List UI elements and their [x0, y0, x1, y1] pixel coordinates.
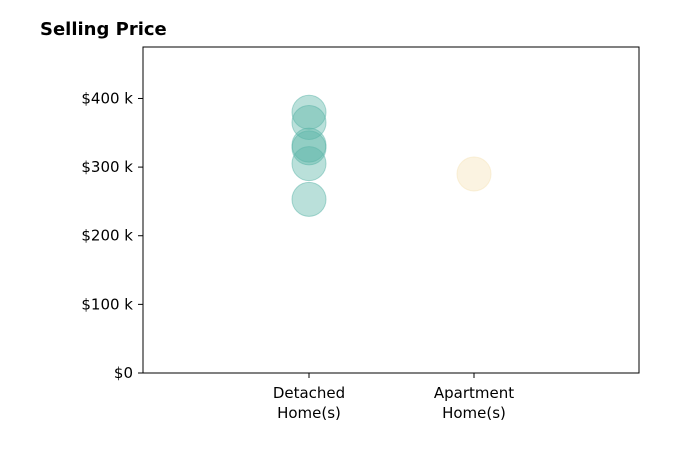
y-tick-label: $100 k [81, 295, 133, 313]
x-tick-label-line: Detached [273, 384, 345, 402]
x-tick-label-line: Home(s) [442, 404, 506, 422]
data-point [291, 181, 327, 217]
data-point [291, 146, 327, 182]
x-tick-label-line: Home(s) [277, 404, 341, 422]
plot-frame [142, 46, 640, 374]
marks-layer [291, 94, 492, 217]
x-tick-label: Apartment Home(s) [434, 384, 514, 422]
y-axis: $0 $100 k $200 k $300 k $400 k [81, 89, 143, 382]
y-tick-label: $0 [114, 364, 133, 382]
x-tick-label-line: Apartment [434, 384, 514, 402]
chart-title: Selling Price [40, 19, 167, 40]
x-axis: Detached Home(s) Apartment Home(s) [273, 373, 514, 422]
y-tick-label: $400 k [81, 89, 133, 107]
x-tick-label: Detached Home(s) [273, 384, 345, 422]
y-tick-label: $300 k [81, 158, 133, 176]
data-point [456, 156, 492, 192]
data-point [291, 94, 327, 130]
data-point [291, 130, 327, 166]
y-tick-label: $200 k [81, 227, 133, 245]
data-point [291, 104, 327, 140]
